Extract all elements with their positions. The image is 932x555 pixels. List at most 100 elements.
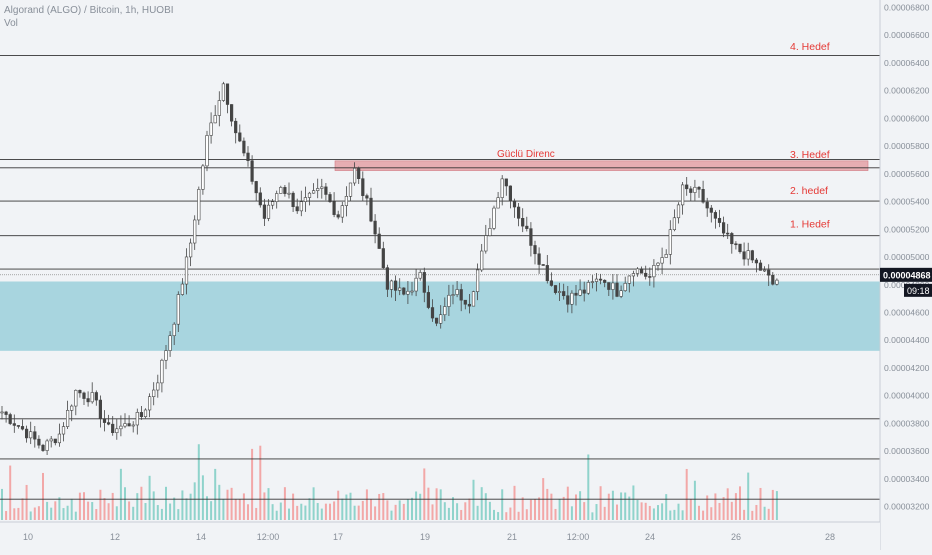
volume-bar bbox=[62, 508, 65, 520]
candle-body bbox=[762, 269, 767, 272]
time-tick-label: 17 bbox=[333, 532, 343, 542]
time-tick-label: 12:00 bbox=[567, 532, 590, 542]
volume-bar bbox=[296, 505, 299, 520]
volume-bar bbox=[165, 486, 167, 520]
candle-body bbox=[721, 222, 726, 234]
candle-body bbox=[422, 272, 426, 293]
volume-bar bbox=[365, 489, 368, 520]
price-axis[interactable]: 0.00006800 0.00006600 0.00006400 0.00006200… bbox=[879, 0, 932, 550]
candle-body bbox=[61, 426, 66, 435]
candle-body bbox=[553, 285, 558, 293]
time-axis[interactable]: 10 12 14 12:00 17 19 21 12:00 24 26 28 bbox=[0, 521, 880, 550]
candle-body bbox=[275, 193, 279, 202]
candle-body bbox=[635, 268, 640, 274]
candle-body bbox=[504, 178, 508, 187]
candle-body bbox=[480, 250, 484, 271]
time-tick-label: 12 bbox=[110, 532, 120, 542]
volume-bar bbox=[546, 488, 549, 520]
volume-bar bbox=[320, 508, 323, 520]
candle-body bbox=[500, 178, 504, 198]
volume-bar bbox=[751, 510, 754, 520]
volume-bar bbox=[152, 491, 155, 520]
volume-bar bbox=[103, 498, 106, 520]
price-tick-label: 0.00004000 bbox=[884, 391, 930, 401]
volume-bar bbox=[140, 486, 143, 520]
volume-bar bbox=[497, 512, 500, 520]
volume-bar bbox=[128, 501, 131, 520]
price-tick-label: 0.00005000 bbox=[884, 252, 930, 262]
candle-body bbox=[336, 214, 340, 218]
time-tick-label: 19 bbox=[420, 532, 430, 542]
candle-body bbox=[119, 425, 123, 430]
volume-bar bbox=[394, 504, 397, 520]
volume-bar bbox=[763, 506, 766, 520]
volume-bar bbox=[501, 489, 504, 520]
volume-bar bbox=[144, 503, 147, 520]
candle-body bbox=[221, 83, 226, 101]
price-tick-label: 0.00004600 bbox=[884, 308, 930, 318]
candle-body bbox=[184, 256, 189, 285]
candle-body bbox=[213, 115, 217, 124]
volume-bar bbox=[693, 480, 696, 520]
volume-bar bbox=[234, 499, 237, 520]
volume-bar bbox=[558, 498, 561, 520]
candle-body bbox=[406, 290, 410, 295]
volume-bar bbox=[714, 493, 717, 520]
target-label-3: 2. hedef bbox=[790, 185, 828, 197]
candle-body bbox=[689, 188, 693, 193]
levels-layer bbox=[0, 55, 880, 500]
volume-bar bbox=[357, 505, 360, 520]
candle-body bbox=[295, 206, 299, 212]
candle-body bbox=[258, 192, 262, 206]
volume-bar bbox=[476, 505, 479, 520]
time-tick-label: 28 bbox=[825, 532, 835, 542]
candle-body bbox=[754, 259, 758, 264]
volume-bar bbox=[488, 501, 491, 520]
volume-bar bbox=[411, 497, 413, 520]
candle-body bbox=[660, 257, 664, 264]
volume-bar bbox=[46, 501, 49, 520]
candle-body bbox=[562, 291, 566, 297]
volume-bar bbox=[775, 491, 778, 520]
volume-bar bbox=[525, 509, 528, 520]
candle-body bbox=[41, 444, 45, 451]
candle-body bbox=[225, 83, 230, 105]
volume-layer bbox=[1, 444, 778, 520]
candle-body bbox=[94, 392, 98, 401]
candle-body bbox=[516, 206, 521, 219]
volume-bar bbox=[398, 500, 401, 520]
volume-bar bbox=[5, 511, 8, 520]
candle-body bbox=[771, 274, 775, 285]
candle-body bbox=[578, 289, 582, 296]
volume-bar bbox=[206, 496, 208, 520]
candle-body bbox=[607, 282, 611, 290]
volume-bar bbox=[50, 507, 53, 520]
volume-bar bbox=[472, 479, 475, 520]
candle-body bbox=[590, 281, 594, 283]
candle-body bbox=[176, 294, 180, 325]
volume-bar bbox=[119, 468, 122, 520]
candle-body bbox=[570, 292, 574, 305]
current-price-label: 0.00004868 bbox=[883, 270, 931, 280]
candle-body bbox=[381, 248, 385, 268]
volume-bar bbox=[505, 512, 508, 520]
volume-bar bbox=[456, 503, 459, 520]
price-tick-label: 0.00005400 bbox=[884, 197, 930, 207]
candle-body bbox=[283, 187, 287, 194]
volume-bar bbox=[74, 511, 77, 520]
candle-body bbox=[20, 426, 25, 430]
volume-bar bbox=[628, 496, 631, 520]
volume-bar bbox=[107, 503, 110, 520]
candle-body bbox=[746, 250, 750, 260]
volume-bar bbox=[17, 507, 20, 520]
candle-body bbox=[45, 440, 49, 451]
candle-body bbox=[467, 303, 472, 307]
time-tick-label: 12:00 bbox=[257, 532, 280, 542]
volume-bar bbox=[657, 505, 659, 520]
candle-body bbox=[316, 188, 320, 191]
volume-bar bbox=[689, 499, 692, 520]
candle-body bbox=[357, 167, 361, 179]
candle-body bbox=[86, 398, 90, 403]
volume-bar bbox=[402, 503, 405, 520]
